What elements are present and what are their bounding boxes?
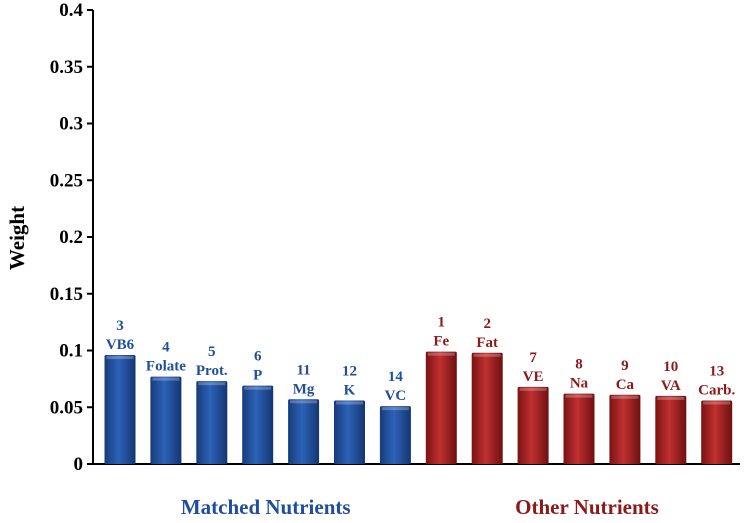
bar xyxy=(334,400,365,464)
bar-highlight xyxy=(106,356,134,360)
bar-rank-label: 2 xyxy=(483,316,491,332)
bar xyxy=(471,352,503,464)
y-tick-label: 0 xyxy=(74,454,84,475)
bar-name-label: VC xyxy=(385,388,407,404)
bar-name-label: P xyxy=(253,368,262,384)
y-tick-label: 0.3 xyxy=(59,114,83,135)
bar-highlight xyxy=(381,407,409,411)
bar-rank-label: 10 xyxy=(663,359,678,375)
bar xyxy=(517,386,549,464)
bar-name-label: K xyxy=(344,382,356,398)
bar-highlight xyxy=(565,394,593,398)
bar-rank-label: 9 xyxy=(621,358,629,374)
y-tick-label: 0.35 xyxy=(50,57,83,78)
y-tick-label: 0.4 xyxy=(59,0,83,21)
bar-highlight xyxy=(703,401,731,405)
bar xyxy=(701,400,733,464)
bar-highlight xyxy=(290,400,318,404)
bar xyxy=(242,385,274,464)
y-tick-label: 0.1 xyxy=(59,341,83,362)
bar-highlight xyxy=(611,395,639,399)
bar-rank-label: 3 xyxy=(116,318,124,334)
bar-rank-label: 12 xyxy=(342,363,357,379)
bar-highlight xyxy=(427,352,455,356)
bar xyxy=(288,399,320,464)
group-label: Matched Nutrients xyxy=(181,495,351,519)
bar-name-label: Prot. xyxy=(196,363,228,379)
bar xyxy=(150,376,182,464)
bar xyxy=(655,395,687,464)
bar-name-label: VE xyxy=(523,369,544,385)
bar-rank-label: 5 xyxy=(208,344,216,360)
bar-rank-label: 4 xyxy=(162,340,170,356)
bar-name-label: Folate xyxy=(146,359,186,375)
bar-rank-label: 7 xyxy=(529,350,537,366)
bar-rank-label: 14 xyxy=(388,369,404,385)
y-axis: 0 0.05 0.1 0.15 0.2 0.25 0.3 0.35 0.4 xyxy=(50,0,740,475)
bar-rank-label: 11 xyxy=(297,362,311,378)
bar-name-label: Fat xyxy=(476,335,498,351)
bar-name-label: Mg xyxy=(293,381,315,397)
bar-highlight xyxy=(244,386,272,390)
bar-name-label: Carb. xyxy=(698,382,735,398)
bar-name-label: Ca xyxy=(616,377,635,393)
bar-highlight xyxy=(519,387,547,391)
bar-highlight xyxy=(657,396,685,400)
bar-rank-label: 13 xyxy=(709,363,724,379)
y-tick-label: 0.15 xyxy=(50,284,83,305)
y-axis-label: Weight xyxy=(5,206,29,270)
bar-name-label: VB6 xyxy=(106,337,135,353)
bar xyxy=(104,355,136,464)
bar xyxy=(196,381,228,464)
bar-rank-label: 6 xyxy=(254,349,262,365)
bar-name-label: VA xyxy=(661,378,681,394)
bar-highlight xyxy=(336,401,363,405)
y-tick-label: 0.05 xyxy=(50,397,83,418)
y-tick-label: 0.2 xyxy=(59,227,83,248)
bar-name-label: Fe xyxy=(433,334,449,350)
bar xyxy=(609,394,641,464)
bar xyxy=(425,351,457,464)
bar xyxy=(563,393,595,464)
bar-rank-label: 8 xyxy=(575,357,583,373)
bar-highlight xyxy=(473,353,501,357)
group-label: Other Nutrients xyxy=(515,495,659,519)
bar-name-label: Na xyxy=(570,376,589,392)
bar xyxy=(379,406,411,464)
bar-rank-label: 1 xyxy=(438,315,446,331)
y-tick-label: 0.25 xyxy=(50,170,83,191)
bar-highlight xyxy=(152,377,180,381)
bar-highlight xyxy=(198,382,226,386)
